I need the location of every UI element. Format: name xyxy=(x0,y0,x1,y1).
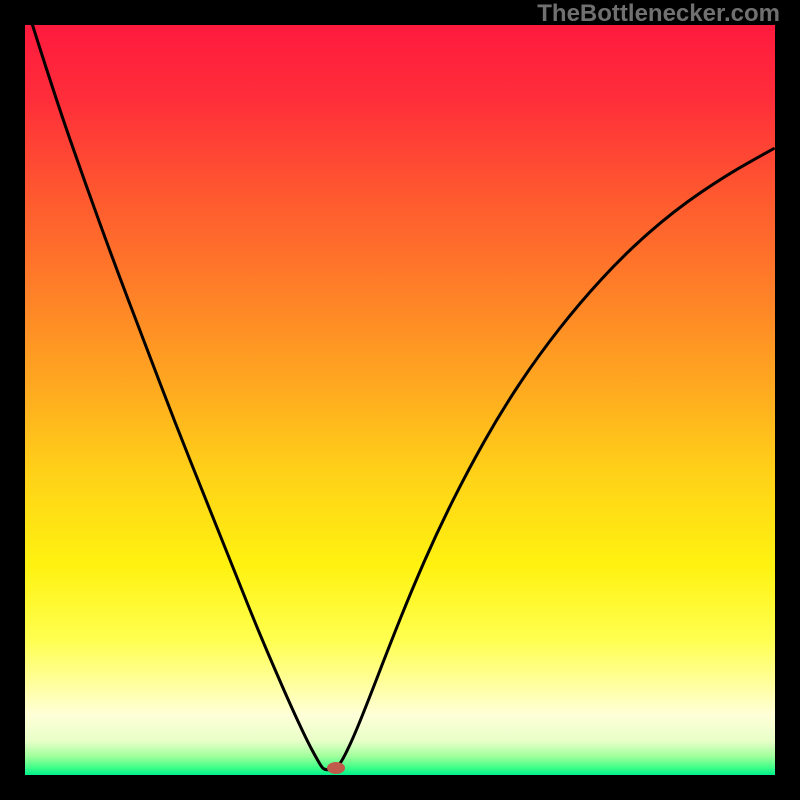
optimum-marker xyxy=(327,762,345,774)
plot-area xyxy=(25,25,775,775)
watermark-text: TheBottlenecker.com xyxy=(537,0,780,28)
chart-container: TheBottlenecker.com xyxy=(0,0,800,800)
